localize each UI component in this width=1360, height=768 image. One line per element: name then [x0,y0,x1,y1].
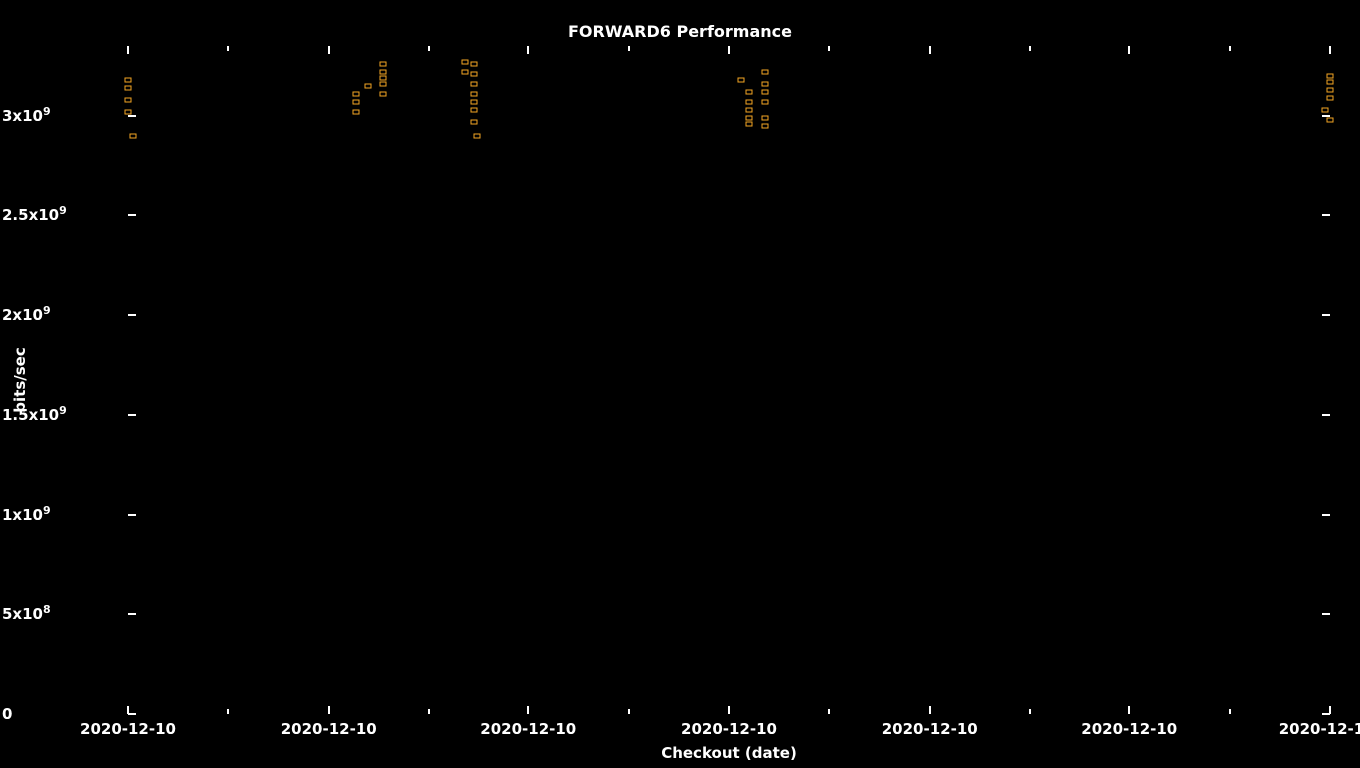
data-point [746,107,753,112]
data-point [461,69,468,74]
data-point [1327,95,1334,100]
x-tick-label: 2020-12-10 [281,720,377,738]
x-tick-mark [929,706,931,714]
x-tick-mark [1329,706,1331,714]
data-point [471,107,478,112]
x-tick-label: 2020-12-10 [80,720,176,738]
y-tick-mark [128,613,136,615]
y-tick-mark [128,414,136,416]
data-point [762,115,769,120]
data-point [471,71,478,76]
y-tick-mark [128,314,136,316]
data-point [746,121,753,126]
x-tick-label: 2020-12-10 [882,720,978,738]
data-point [379,81,386,86]
data-point [353,99,360,104]
data-point [746,99,753,104]
x-tick-mark [929,46,931,54]
chart-container: FORWARD6 Performance 05x1081x1091.5x1092… [0,0,1360,768]
data-point [471,119,478,124]
data-point [461,59,468,64]
y-tick-mark [1322,314,1330,316]
y-tick-mark [1322,214,1330,216]
x-minor-tick [828,46,830,51]
x-tick-mark [527,706,529,714]
data-point [762,99,769,104]
y-tick-mark [128,514,136,516]
data-point [471,91,478,96]
data-point [471,99,478,104]
y-tick-label: 2.5x109 [2,206,120,224]
data-point [1327,117,1334,122]
data-point [746,115,753,120]
data-point [353,91,360,96]
y-tick-mark [128,214,136,216]
data-point [1327,73,1334,78]
data-point [1327,87,1334,92]
x-tick-label: 2020-12-1 [1279,720,1360,738]
y-tick-mark [1322,514,1330,516]
data-point [379,91,386,96]
data-point [379,61,386,66]
data-point [738,77,745,82]
x-minor-tick [628,46,630,51]
x-tick-mark [328,46,330,54]
x-tick-mark [728,46,730,54]
x-minor-tick [227,46,229,51]
x-minor-tick [428,46,430,51]
data-point [129,133,136,138]
data-point [762,123,769,128]
data-point [365,83,372,88]
x-tick-label: 2020-12-10 [1081,720,1177,738]
x-axis-label: Checkout (date) [661,744,797,762]
x-tick-mark [527,46,529,54]
data-point [1327,79,1334,84]
data-point [353,109,360,114]
x-minor-tick [1229,46,1231,51]
x-tick-mark [1128,46,1130,54]
data-point [762,89,769,94]
y-tick-label: 2x109 [2,306,120,324]
x-tick-label: 2020-12-10 [480,720,576,738]
y-axis-label: bits/sec [11,347,29,412]
x-tick-mark [728,706,730,714]
y-tick-mark [1322,414,1330,416]
x-tick-mark [1128,706,1130,714]
data-point [762,81,769,86]
data-point [762,69,769,74]
data-point [471,81,478,86]
data-point [471,61,478,66]
y-tick-label: 5x108 [2,605,120,623]
x-tick-label: 2020-12-10 [681,720,777,738]
data-point [1322,107,1329,112]
y-tick-mark [1322,613,1330,615]
data-point [473,133,480,138]
chart-title: FORWARD6 Performance [0,22,1360,41]
x-tick-mark [1329,46,1331,54]
y-tick-label: 3x109 [2,107,120,125]
y-tick-label: 1x109 [2,506,120,524]
data-point [379,69,386,74]
y-tick-mark [128,115,136,117]
x-tick-mark [328,706,330,714]
plot-area [128,46,1330,714]
data-point [746,89,753,94]
data-point [379,75,386,80]
x-minor-tick [1029,46,1031,51]
